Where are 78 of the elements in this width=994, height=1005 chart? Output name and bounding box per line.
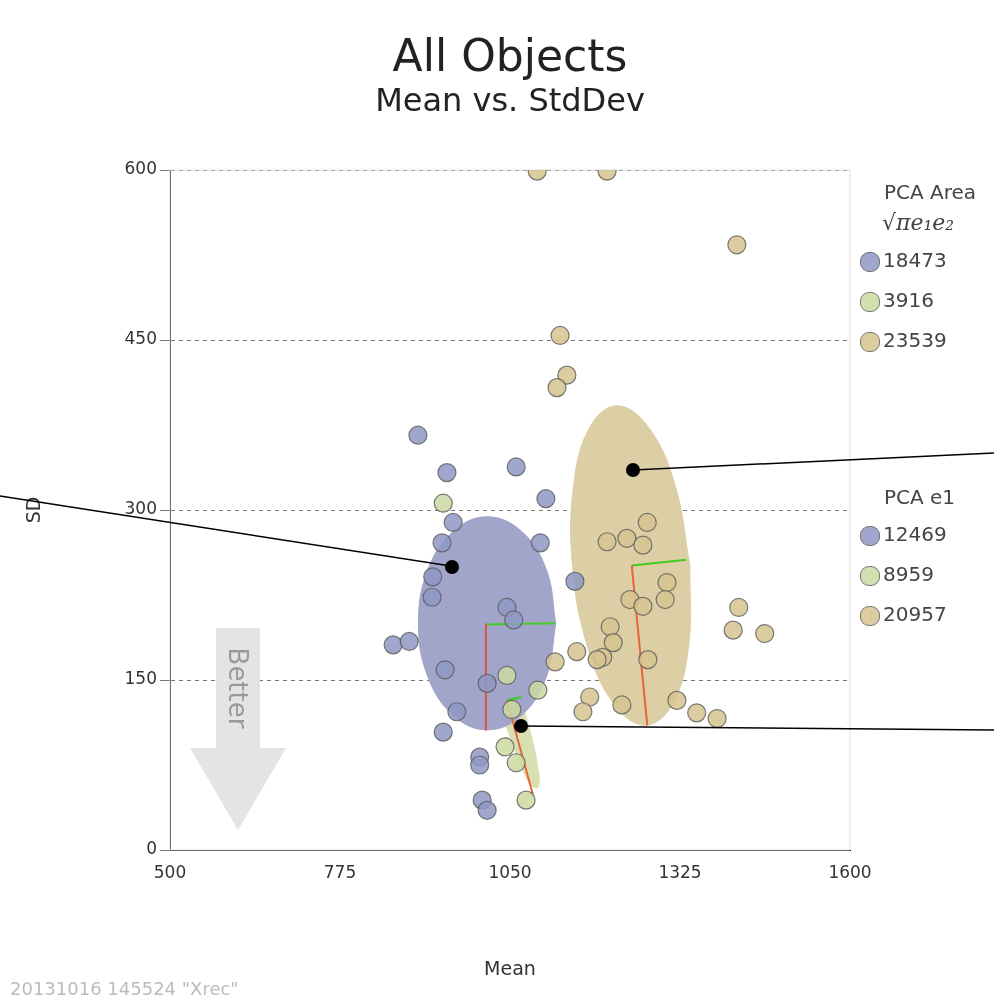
y-tick-label: 0 <box>146 838 157 859</box>
point <box>580 687 600 707</box>
point <box>550 325 570 346</box>
text: 8959 <box>883 562 934 586</box>
chart-title: All Objects <box>391 30 629 81</box>
x-tick-label: 775 <box>323 861 357 882</box>
point <box>447 702 467 722</box>
down-arrow-icon: Better <box>188 628 288 832</box>
point <box>495 737 515 757</box>
legend-label: 23539 <box>883 328 947 352</box>
point <box>707 708 727 729</box>
point <box>633 535 653 555</box>
legend-label: 18473 <box>883 248 947 272</box>
point <box>727 235 747 255</box>
point <box>597 532 617 552</box>
point <box>477 800 497 820</box>
point <box>536 489 556 509</box>
point <box>433 493 453 513</box>
y-tick-label: 150 <box>124 668 157 689</box>
point <box>603 633 623 653</box>
point <box>528 680 548 700</box>
point <box>435 660 455 680</box>
x-tick-label: 1600 <box>828 861 872 882</box>
point <box>612 695 632 715</box>
point <box>573 702 593 722</box>
point <box>565 571 585 591</box>
point <box>723 620 743 640</box>
point <box>755 623 775 644</box>
annotation: Better <box>223 647 253 729</box>
point <box>687 703 707 723</box>
y-axis-title: SD <box>22 496 45 524</box>
x-tick-label: 1325 <box>658 861 702 882</box>
text: 20957 <box>883 602 947 626</box>
point <box>547 378 567 398</box>
text: PCA e1 <box>884 484 957 511</box>
point <box>383 635 403 655</box>
chart-subtitle: Mean vs. StdDev <box>374 81 646 119</box>
point <box>657 572 677 593</box>
point <box>633 596 653 616</box>
point <box>506 753 526 773</box>
point <box>516 790 536 810</box>
y-tick-label: 600 <box>124 158 157 179</box>
point <box>729 597 749 618</box>
point <box>399 631 419 652</box>
point <box>638 650 658 670</box>
y-tick-label: 450 <box>124 328 157 349</box>
x-tick-label: 500 <box>153 861 187 882</box>
text: 20131016 145524 "Xrec" <box>10 978 239 999</box>
point <box>470 755 490 775</box>
point <box>477 673 497 693</box>
point <box>600 617 620 637</box>
point <box>655 589 675 610</box>
point <box>504 610 524 630</box>
point <box>617 528 637 548</box>
x-axis-title: Mean <box>484 956 536 979</box>
legend-title: PCA Area <box>884 179 977 206</box>
point <box>432 533 452 553</box>
text: 12469 <box>883 522 947 546</box>
point <box>557 365 577 385</box>
x-tick-label: 1050 <box>488 861 532 882</box>
point <box>423 567 443 587</box>
point <box>587 650 607 670</box>
text: √πe₁e₂ <box>882 209 956 237</box>
point <box>408 425 428 445</box>
point <box>637 512 657 533</box>
point <box>443 512 463 533</box>
point <box>545 652 565 672</box>
point <box>422 587 442 607</box>
point <box>567 642 587 662</box>
point <box>667 690 687 710</box>
point <box>437 463 457 483</box>
point <box>506 457 526 477</box>
point <box>502 699 522 720</box>
point <box>433 722 453 742</box>
point <box>497 665 517 686</box>
legend-label: 3916 <box>883 288 934 312</box>
y-tick-label: 300 <box>124 498 157 519</box>
point <box>530 533 550 553</box>
